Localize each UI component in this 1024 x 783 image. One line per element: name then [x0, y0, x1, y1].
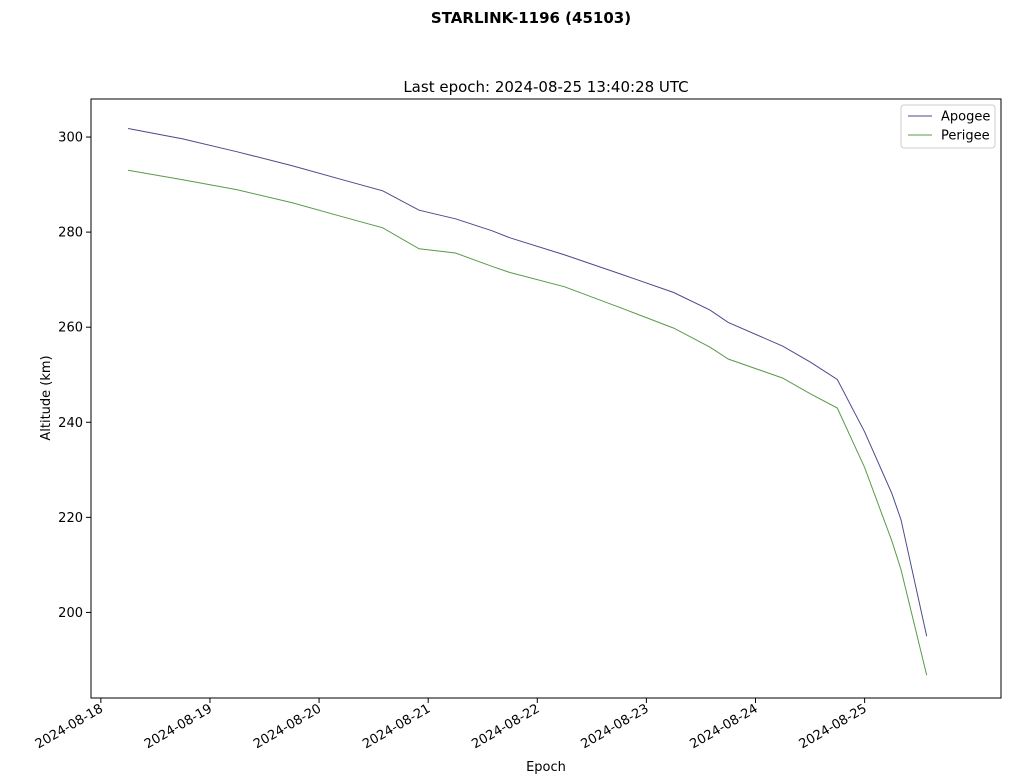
x-axis: 2024-08-18 2024-08-19 2024-08-20 2024-08-21…	[33, 698, 870, 752]
x-tick-label: 2024-08-18	[33, 701, 106, 752]
y-tick-label: 240	[58, 416, 83, 431]
series-line-apogee	[128, 128, 928, 637]
y-tick-label: 300	[58, 131, 83, 146]
x-tick-label: 2024-08-19	[142, 701, 215, 752]
x-tick-label: 2024-08-21	[360, 701, 433, 752]
chart-suptitle: STARLINK-1196 (45103)	[431, 9, 631, 27]
legend-label-apogee: Apogee	[941, 110, 990, 125]
x-tick-label: 2024-08-20	[251, 701, 324, 752]
legend-label-perigee: Perigee	[941, 129, 990, 144]
y-tick-label: 220	[58, 511, 83, 526]
y-tick-label: 280	[58, 226, 83, 241]
series-layer	[128, 128, 928, 676]
x-tick-label: 2024-08-22	[469, 701, 542, 752]
legend: Apogee Perigee	[900, 104, 996, 149]
y-tick-label: 200	[58, 606, 83, 621]
y-axis: 200 220 240 260 280 300	[58, 131, 91, 621]
plot-area	[90, 98, 1002, 699]
y-axis-label: Altitude (km)	[39, 355, 54, 440]
x-axis-label: Epoch	[526, 760, 566, 775]
series-line-perigee	[128, 169, 928, 676]
y-tick-label: 260	[58, 321, 83, 336]
x-tick-label: 2024-08-24	[688, 701, 761, 752]
chart-title: Last epoch: 2024-08-25 13:40:28 UTC	[403, 78, 688, 96]
x-tick-label: 2024-08-25	[797, 701, 870, 752]
x-tick-label: 2024-08-23	[578, 701, 651, 752]
